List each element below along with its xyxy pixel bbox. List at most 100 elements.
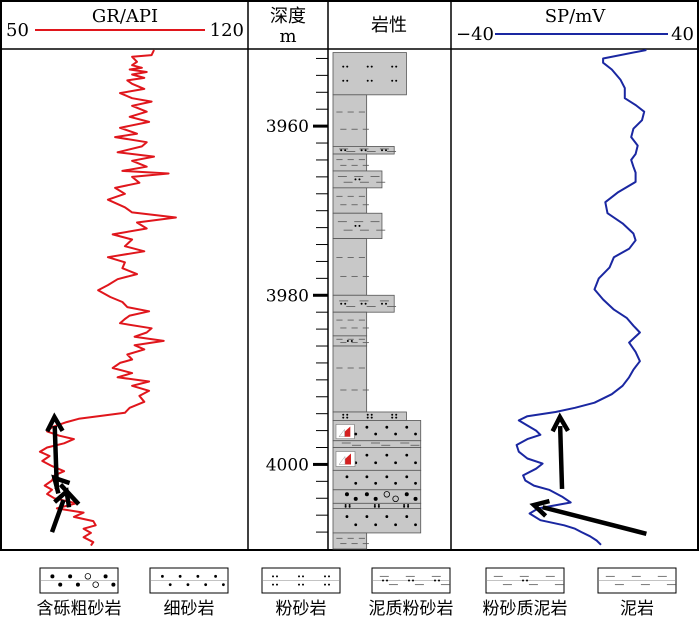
pattern-grain [324, 575, 326, 578]
lithology-layer [332, 469, 422, 491]
pattern-grain [526, 579, 528, 582]
pattern-grain [377, 504, 380, 507]
pattern-grain [374, 481, 378, 485]
pattern-grain [373, 505, 376, 508]
pattern-grain [391, 416, 394, 419]
pattern-grain [75, 582, 80, 587]
lithology-layer [332, 170, 383, 189]
pattern-grain [298, 583, 300, 586]
pattern-grain [522, 579, 524, 582]
pattern-grain [354, 432, 358, 436]
pattern-grain [365, 515, 369, 518]
pattern-grain [276, 583, 278, 586]
legend-label: 泥岩 [620, 599, 654, 619]
trend-arrows [45, 412, 647, 536]
pattern-grain [405, 453, 409, 457]
pattern-grain [405, 425, 409, 429]
pattern-grain [344, 505, 347, 508]
pattern-grain [404, 492, 409, 497]
pattern-grain [346, 339, 349, 342]
pattern-grain [434, 579, 436, 582]
chart-frame [0, 0, 699, 551]
lithology-layer [332, 238, 368, 296]
pattern-grain [407, 504, 410, 507]
pattern-grain [408, 579, 410, 582]
pattern-grain [414, 432, 417, 436]
pattern-grain [354, 481, 358, 485]
sp-scale-max: 40 [671, 24, 694, 45]
pattern-grain [348, 505, 351, 508]
pattern-grain [346, 416, 349, 419]
pattern-grain [345, 515, 349, 518]
pattern-grain [342, 413, 345, 416]
pattern-grain [344, 302, 347, 305]
pattern-grain [340, 149, 343, 152]
lithology-layer [332, 502, 422, 509]
pattern-pebble [92, 581, 99, 588]
pattern-grain [358, 178, 361, 181]
log-curves [38, 49, 647, 547]
pattern-grain [381, 149, 383, 152]
pattern-grain [364, 302, 367, 305]
pattern-grain [377, 505, 380, 508]
pattern-grain [385, 515, 389, 518]
pattern-grain [272, 575, 274, 578]
pattern-grain [395, 79, 398, 82]
pattern-pebble [84, 573, 92, 580]
depth-axis: 3960 3980 4000 [266, 57, 328, 533]
gr-track-label: GR/API [92, 6, 158, 27]
pattern-grain [405, 515, 409, 518]
pattern-grain [68, 574, 73, 579]
lithology-layer [332, 153, 368, 172]
pattern-grain [414, 461, 417, 465]
pattern-grain [342, 79, 345, 82]
pattern-grain [276, 575, 278, 578]
legend-label: 泥质粉砂岩 [369, 599, 454, 619]
legend-label: 含砾粗砂岩 [37, 599, 122, 619]
pattern-grain [407, 505, 410, 508]
lithology-column [332, 52, 422, 550]
pattern-grain [395, 65, 398, 68]
lithology-layer [332, 187, 368, 214]
pattern-grain [360, 149, 363, 152]
depth-tick-label: 4000 [266, 455, 309, 475]
lithology-layer [332, 52, 407, 96]
pattern-grain [186, 583, 190, 587]
lithology-layer [332, 311, 368, 337]
pattern-grain [366, 79, 369, 82]
pattern-grain [391, 413, 394, 416]
pattern-grain [161, 574, 164, 578]
pattern-grain [366, 413, 369, 416]
pattern-pebble [383, 491, 391, 498]
pattern-grain [373, 504, 376, 507]
pattern-grain [366, 416, 369, 419]
pattern-grain [394, 481, 398, 485]
pattern-grain [324, 583, 326, 586]
pattern-grain [385, 425, 389, 429]
trend-arrow-shaft [49, 499, 66, 533]
pattern-grain [394, 523, 398, 527]
pattern-grain [354, 523, 358, 527]
pattern-grain [346, 413, 349, 416]
pattern-grain [364, 149, 367, 152]
pattern-grain [394, 432, 398, 436]
lithology-layer [332, 345, 368, 413]
trend-arrow-shaft [542, 505, 647, 536]
pattern-grain [348, 504, 351, 507]
sp-scale-min: −40 [456, 24, 494, 45]
pattern-grain [370, 413, 373, 416]
trend-arrow-shaft [58, 483, 81, 506]
pattern-grain [395, 416, 398, 419]
pattern-grain [370, 65, 373, 68]
pattern-grain [214, 574, 217, 578]
pattern-grain [394, 461, 398, 465]
pattern-grain [414, 481, 417, 485]
pattern-grain [328, 583, 330, 586]
lithology-layer [332, 508, 422, 534]
pattern-grain [370, 416, 373, 419]
pattern-grain [350, 339, 353, 342]
pattern-pebble [392, 495, 399, 503]
pattern-grain [103, 574, 108, 579]
sp-track-label: SP/mV [545, 6, 607, 27]
